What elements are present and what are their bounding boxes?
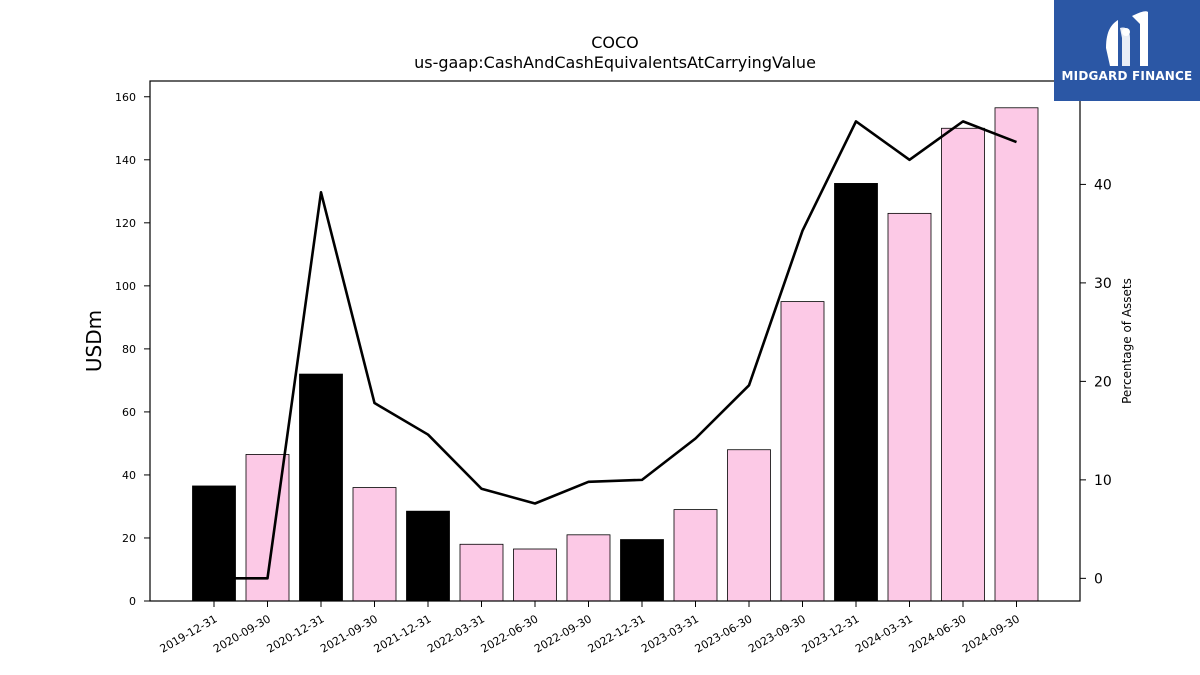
bar-2023-03-31 (673, 509, 718, 602)
line-series (213, 120, 1017, 580)
bar-group (192, 107, 1039, 602)
bar-2023-09-30 (780, 301, 825, 602)
midgard-logo-icon (1106, 11, 1148, 67)
logo-text: MIDGARD FINANCE (1061, 69, 1193, 83)
bar-2021-12-31 (406, 510, 450, 602)
y2-tick-label: 10 (1094, 473, 1112, 489)
y2-tick-label: 40 (1094, 177, 1112, 193)
bar-2024-03-31 (887, 212, 932, 602)
x-tick-label: 2024-06-30 (907, 612, 969, 655)
bar-2023-12-31 (834, 183, 878, 602)
x-tick-label: 2024-09-30 (960, 612, 1022, 655)
percentage-line (214, 120, 1017, 580)
bar-2024-06-30 (941, 127, 985, 602)
x-tick-label: 2022-03-31 (425, 612, 487, 655)
x-tick-label: 2020-12-31 (265, 612, 327, 655)
x-tick-label: 2023-12-31 (800, 612, 862, 655)
y-tick-label: 160 (115, 91, 136, 104)
y-tick-label: 20 (122, 532, 136, 545)
chart-subtitle: us-gaap:CashAndCashEquivalentsAtCarrying… (414, 53, 816, 72)
y2-tick-label: 30 (1094, 276, 1112, 292)
y-tick-label: 140 (115, 154, 136, 167)
x-tick-label: 2023-03-31 (639, 612, 701, 655)
plot-frame (149, 80, 1081, 602)
y-tick-label: 0 (129, 595, 136, 608)
x-tick-label: 2023-09-30 (746, 612, 808, 655)
bar-2022-12-31 (620, 539, 664, 602)
bar-2020-12-31 (299, 373, 343, 602)
y2-axis-label: Percentage of Assets (1120, 278, 1134, 404)
y-tick-label: 40 (122, 469, 136, 482)
y2-tick-label: 0 (1094, 571, 1103, 587)
chart-title: COCO (591, 33, 639, 52)
x-tick-label: 2021-12-31 (372, 612, 434, 655)
x-tick-label: 2020-09-30 (211, 612, 273, 655)
x-tick-label: 2021-09-30 (318, 612, 380, 655)
bar-2021-09-30 (352, 487, 397, 602)
brand-logo: MIDGARD FINANCE (1054, 0, 1200, 101)
y-tick-label: 100 (115, 280, 136, 293)
y2-tick-label: 20 (1094, 374, 1112, 390)
x-tick-label: 2022-09-30 (532, 612, 594, 655)
x-tick-label: 2019-12-31 (158, 612, 220, 655)
y-tick-label: 80 (122, 343, 136, 356)
y-tick-label: 60 (122, 406, 136, 419)
y-axis-label: USDm (82, 310, 106, 372)
x-tick-label: 2022-06-30 (479, 612, 541, 655)
bar-2022-06-30 (513, 548, 557, 602)
bar-2024-09-30 (994, 107, 1039, 602)
bar-2022-09-30 (566, 534, 611, 602)
bar-2019-12-31 (192, 485, 236, 602)
x-tick-label: 2023-06-30 (693, 612, 755, 655)
y-tick-label: 120 (115, 217, 136, 230)
bar-2022-03-31 (459, 543, 504, 602)
bar-2023-06-30 (727, 449, 771, 602)
x-tick-label: 2024-03-31 (853, 612, 915, 655)
x-tick-label: 2022-12-31 (586, 612, 648, 655)
